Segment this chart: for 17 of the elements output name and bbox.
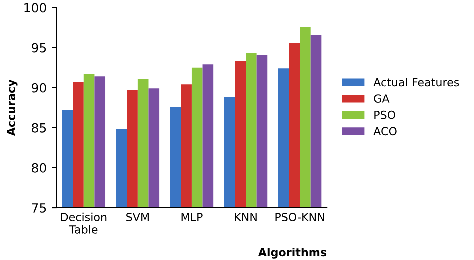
y-tick-label: 85 xyxy=(32,123,46,133)
y-tick-label: 95 xyxy=(32,43,46,53)
y-tick-label: 100 xyxy=(24,3,46,13)
y-tick-label: 90 xyxy=(32,83,46,93)
legend-label: ACO xyxy=(374,127,397,136)
x-tick-label: KNN xyxy=(235,213,257,222)
x-tick-label: Decision Table xyxy=(61,212,107,234)
x-tick-label: PSO-KNN xyxy=(276,213,324,222)
x-tick-label: MLP xyxy=(182,213,203,222)
y-tick-label: 80 xyxy=(32,163,46,173)
legend-label: Actual Features xyxy=(374,78,460,87)
legend-label: GA xyxy=(374,94,390,103)
x-tick-label: SVM xyxy=(126,213,149,222)
y-axis-title: Accuracy xyxy=(7,80,18,136)
y-tick-label: 75 xyxy=(32,204,46,213)
legend-label: PSO xyxy=(374,110,396,120)
x-axis-title: Algorithms xyxy=(258,248,327,259)
